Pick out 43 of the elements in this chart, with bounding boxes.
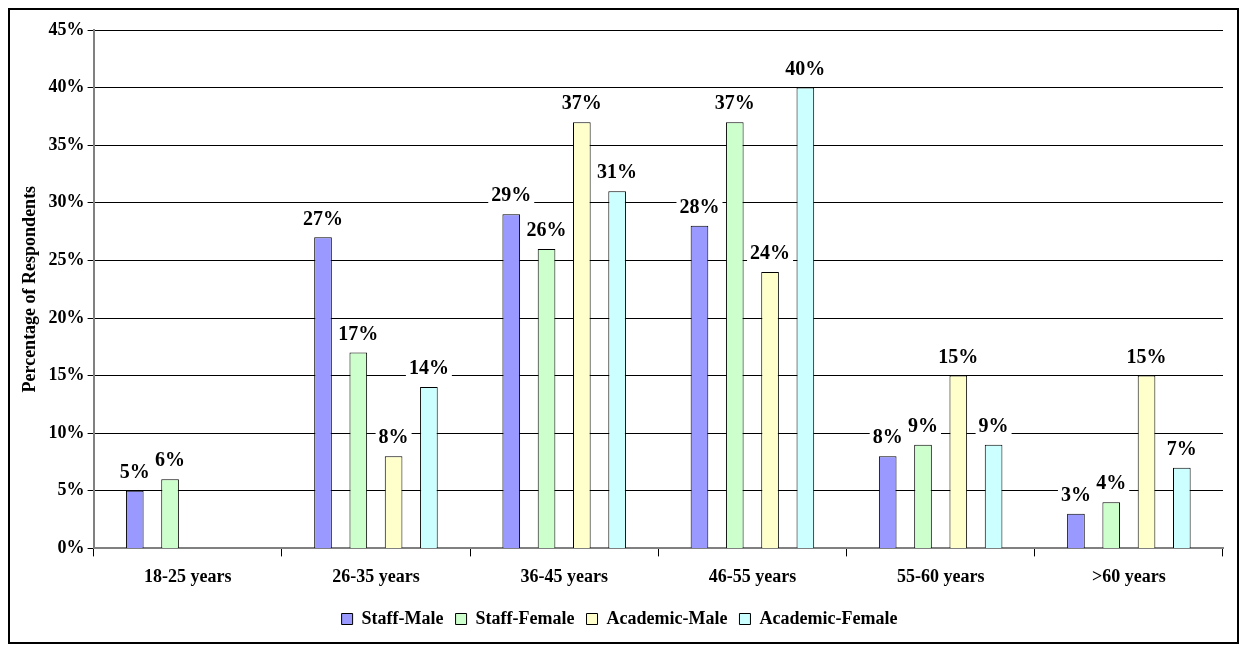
- x-tick-label: >60 years: [1092, 565, 1166, 586]
- data-label: 29%: [491, 183, 532, 206]
- data-label: 17%: [338, 321, 379, 344]
- data-label: 4%: [1096, 471, 1127, 494]
- x-tick-label: 18-25 years: [143, 565, 232, 586]
- data-label: 5%: [119, 459, 150, 482]
- y-tick-label: 15%: [48, 364, 85, 385]
- legend-label: Academic-Female: [759, 607, 898, 628]
- data-label: 8%: [872, 425, 903, 448]
- y-tick-label: 10%: [48, 421, 85, 442]
- y-tick-label: 30%: [48, 191, 85, 212]
- x-tick-label: 46-55 years: [708, 565, 797, 586]
- data-label: 37%: [714, 91, 755, 114]
- data-label: 9%: [978, 413, 1009, 436]
- legend-label: Academic-Male: [606, 607, 728, 628]
- y-tick-label: 20%: [48, 306, 85, 327]
- y-tick-label: 5%: [57, 479, 85, 500]
- data-label: 26%: [526, 218, 567, 241]
- data-label: 27%: [303, 206, 344, 229]
- y-axis-title: Percentage of Respondents: [19, 185, 40, 393]
- data-label: 14%: [408, 356, 449, 379]
- y-tick-label: 40%: [48, 76, 85, 97]
- y-tick-label: 25%: [48, 249, 85, 270]
- legend-label: Staff-Female: [475, 607, 575, 628]
- data-label: 15%: [1126, 344, 1167, 367]
- data-label: 9%: [908, 413, 938, 436]
- data-label: 6%: [155, 448, 186, 471]
- data-label: 15%: [938, 344, 979, 367]
- legend-label: Staff-Male: [361, 607, 444, 628]
- x-tick-label: 55-60 years: [896, 565, 985, 586]
- x-tick-label: 26-35 years: [332, 565, 420, 586]
- y-tick-label: 0%: [57, 537, 85, 558]
- data-label: 24%: [750, 241, 791, 264]
- y-tick-label: 45%: [48, 18, 85, 39]
- data-label: 3%: [1060, 483, 1091, 506]
- data-label: 40%: [785, 56, 826, 79]
- data-label: 28%: [679, 195, 720, 218]
- data-label: 37%: [561, 91, 602, 114]
- data-label: 8%: [378, 425, 409, 448]
- data-label: 31%: [597, 160, 638, 183]
- y-tick-label: 35%: [48, 133, 85, 154]
- data-label: 7%: [1166, 436, 1197, 459]
- x-tick-label: 36-45 years: [520, 565, 608, 586]
